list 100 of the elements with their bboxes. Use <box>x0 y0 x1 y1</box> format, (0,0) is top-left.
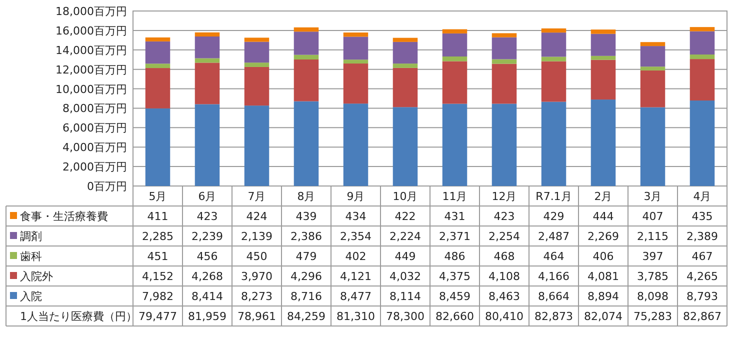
data-label: 7,982 <box>142 290 174 303</box>
bar <box>244 106 270 186</box>
data-label: 4,081 <box>588 270 619 283</box>
y-tick-label: 18,000百万円 <box>56 5 127 18</box>
bar <box>294 27 319 32</box>
x-tick-label: 12月 <box>492 190 517 203</box>
bar <box>640 66 666 70</box>
data-label: 431 <box>444 210 466 223</box>
x-tick-label: R7.1月 <box>536 190 572 203</box>
text: 81,959 <box>188 310 226 323</box>
text: 75,283 <box>634 310 672 323</box>
data-label: 468 <box>494 250 515 263</box>
text: 82,660 <box>436 310 474 323</box>
data-label: 486 <box>444 250 466 263</box>
bar <box>541 102 566 186</box>
bar <box>541 32 566 57</box>
bar <box>640 107 666 186</box>
bar <box>442 33 468 56</box>
bar <box>343 36 368 60</box>
bar <box>492 33 517 38</box>
data-label: 8,098 <box>637 290 668 303</box>
bar <box>442 29 468 34</box>
text: 82,873 <box>534 310 573 323</box>
data-label: 451 <box>147 250 168 263</box>
text: 78,961 <box>238 310 276 323</box>
y-tick-label: 14,000百万円 <box>56 44 127 57</box>
y-tick-label: 8,000百万円 <box>62 102 127 116</box>
data-label: 4,032 <box>390 270 421 283</box>
data-label: 2,354 <box>340 230 372 243</box>
data-label: 8,273 <box>241 290 272 303</box>
bar <box>343 104 368 186</box>
x-tick-label: 6月 <box>198 190 216 203</box>
x-tick-label: 3月 <box>644 190 662 203</box>
bar <box>392 107 418 186</box>
bar <box>541 56 566 62</box>
y-tick-label: 6,000百万円 <box>62 122 127 135</box>
data-label: 2,254 <box>488 230 520 243</box>
data-label: 2,389 <box>686 230 718 243</box>
text: 81,310 <box>336 310 375 323</box>
data-label: 467 <box>692 250 713 263</box>
y-tick-label: 2,000百万円 <box>62 160 127 174</box>
data-label: 8,664 <box>538 290 570 303</box>
x-tick-label: 10月 <box>392 190 418 203</box>
data-label: 3,970 <box>241 270 272 283</box>
bar <box>492 104 517 186</box>
x-tick-label: 9月 <box>346 190 365 203</box>
data-label: 2,285 <box>142 230 174 243</box>
legend-label: 入院 <box>20 290 42 303</box>
bar <box>541 61 566 102</box>
bar <box>640 70 666 108</box>
data-label: 4,152 <box>142 270 174 283</box>
bar <box>392 38 418 42</box>
bar <box>145 64 170 68</box>
legend-label: 調剤 <box>20 230 42 243</box>
data-label: 8,793 <box>686 290 718 303</box>
y-tick-label: 10,000百万円 <box>56 82 127 96</box>
legend-label: 歯科 <box>20 250 42 263</box>
data-label: 411 <box>147 210 168 223</box>
data-label: 2,139 <box>241 230 272 243</box>
bar <box>294 32 319 55</box>
bar <box>392 64 418 68</box>
bar <box>343 64 368 104</box>
data-label: 449 <box>394 250 416 263</box>
bar <box>244 38 270 42</box>
bar <box>294 101 319 186</box>
legend-label: 入院外 <box>20 270 53 283</box>
data-label: 407 <box>642 210 664 223</box>
data-label: 2,115 <box>637 230 668 243</box>
bar <box>244 66 270 106</box>
data-label: 2,239 <box>192 230 223 243</box>
data-label: 435 <box>692 210 713 223</box>
data-label: 8,459 <box>439 290 470 303</box>
y-tick-label: 12,000百万円 <box>56 63 127 76</box>
data-label: 2,269 <box>588 230 619 243</box>
bar <box>145 68 170 108</box>
data-label: 456 <box>196 250 218 263</box>
data-label: 422 <box>394 210 416 223</box>
data-label: 424 <box>246 210 268 223</box>
data-label: 4,121 <box>340 270 372 283</box>
data-label: 423 <box>494 210 515 223</box>
data-label: 402 <box>345 250 366 263</box>
data-label: 4,166 <box>538 270 570 283</box>
bar <box>442 104 468 186</box>
bar <box>145 41 170 64</box>
bar <box>492 59 517 64</box>
bar <box>590 100 616 186</box>
data-label: 423 <box>196 210 218 223</box>
data-label: 439 <box>296 210 317 223</box>
bar <box>392 68 418 108</box>
data-label: 479 <box>296 250 317 263</box>
bar <box>492 64 517 104</box>
bar <box>492 37 517 60</box>
data-label: 2,371 <box>439 230 470 243</box>
bar <box>690 59 715 101</box>
data-label: 2,386 <box>290 230 322 243</box>
bar <box>640 42 666 46</box>
bar <box>194 62 220 104</box>
bar <box>392 42 418 64</box>
bar <box>244 42 270 63</box>
bar <box>590 56 616 60</box>
